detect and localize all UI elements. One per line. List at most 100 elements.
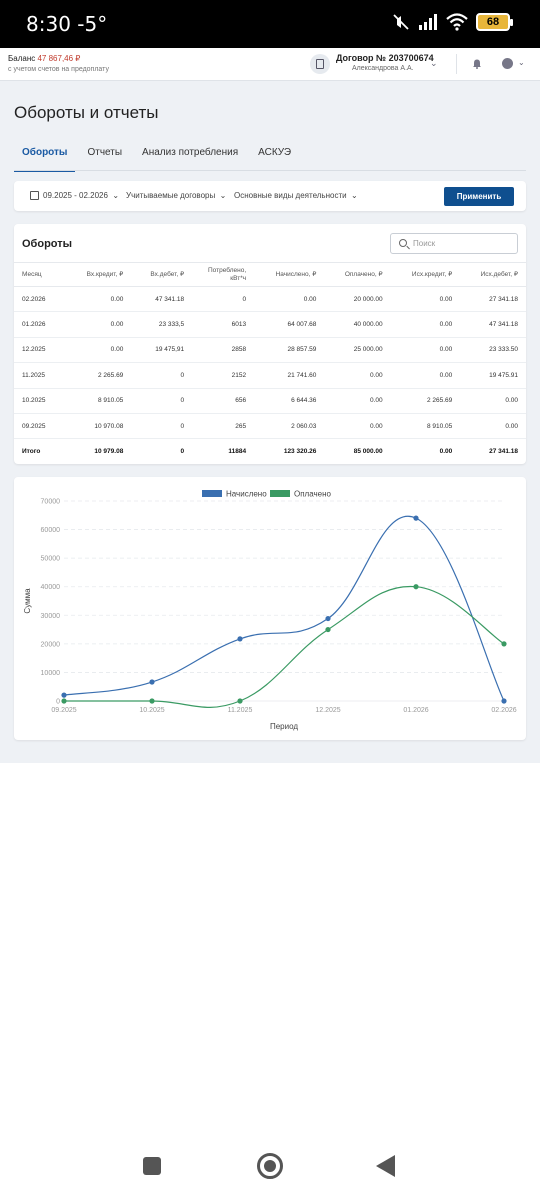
x-tick-label: 09.2025 <box>51 707 76 714</box>
calendar-icon <box>30 191 39 200</box>
page-title: Обороты и отчеты <box>14 103 159 122</box>
column-header[interactable]: Вх.дебет, ₽ <box>131 262 193 287</box>
data-point <box>325 615 331 622</box>
y-tick-label: 0 <box>56 699 60 706</box>
column-header[interactable]: Вх.кредит, ₽ <box>66 262 132 287</box>
table-cell: 0.00 <box>66 311 132 338</box>
table-cell: 0.00 <box>324 388 391 414</box>
turnover-title: Обороты <box>22 238 73 250</box>
table-cell: 47 341.18 <box>460 311 526 338</box>
table-cell: 10 979.08 <box>94 448 124 456</box>
legend-swatch <box>270 490 290 497</box>
back-icon[interactable] <box>376 1155 395 1177</box>
y-axis-label: Сумма <box>23 588 32 614</box>
table-cell: 6 644.36 <box>254 388 325 414</box>
data-point <box>149 679 155 685</box>
table-cell: 02.2026 <box>14 286 67 313</box>
column-header[interactable]: Начислено, ₽ <box>254 262 325 287</box>
table-cell: 0.00 <box>324 413 391 440</box>
home-icon[interactable] <box>257 1153 283 1179</box>
column-header[interactable]: Оплачено, ₽ <box>324 262 391 287</box>
y-tick-label: 70000 <box>41 499 61 506</box>
column-header[interactable]: Исх.кредит, ₽ <box>390 262 461 287</box>
activities-select[interactable]: Основные виды деятельности ⌄ <box>234 191 358 200</box>
bell-icon[interactable] <box>472 58 482 69</box>
table-cell: 23 333.50 <box>460 337 526 364</box>
contract-number[interactable]: Договор № 203700674 <box>336 53 434 63</box>
column-header[interactable]: Исх.дебет, ₽ <box>460 262 526 287</box>
data-point <box>237 636 243 642</box>
table-cell: 0 <box>192 286 255 313</box>
recents-icon[interactable] <box>143 1157 161 1175</box>
table-cell: 0.00 <box>460 388 526 414</box>
column-header[interactable]: Потреблено, кВт*ч <box>192 262 255 287</box>
data-point <box>501 698 507 704</box>
data-point <box>61 698 67 704</box>
table-cell: 28 857.59 <box>254 337 325 364</box>
table-cell: 8 910.05 <box>390 413 461 440</box>
table-cell: 0.00 <box>66 286 132 313</box>
contracts-select[interactable]: Учитываемые договоры ⌄ <box>126 191 227 200</box>
tab-reports[interactable]: Отчеты <box>87 147 123 158</box>
status-bar: 8:30 -5° 68 <box>0 0 540 48</box>
table-cell: 20 000.00 <box>324 286 391 313</box>
period-select[interactable]: 09.2025 - 02.2026 ⌄ <box>43 191 120 200</box>
table-cell: 0.00 <box>460 413 526 440</box>
user-avatar-icon[interactable] <box>502 58 513 69</box>
balance-amount: 47 867,46 ₽ <box>37 54 81 63</box>
navigation-bar <box>0 1130 540 1200</box>
x-tick-label: 11.2025 <box>228 707 253 714</box>
contract-holder: Александрова А.А. <box>352 65 414 72</box>
column-header[interactable]: Месяц <box>14 262 67 287</box>
table-cell: 0.00 <box>390 286 461 313</box>
legend-label: Оплачено <box>294 490 332 499</box>
balance-note: с учетом счетов на предоплату <box>8 66 109 73</box>
table-cell: 0.00 <box>390 337 461 364</box>
data-point <box>501 641 507 647</box>
table-cell: 25 000.00 <box>324 337 391 364</box>
app-header: Баланс 47 867,46 ₽ с учетом счетов на пр… <box>0 48 540 81</box>
tab-consumption-analysis[interactable]: Анализ потребления <box>142 147 239 158</box>
battery-icon: 68 <box>476 13 513 31</box>
search-input[interactable] <box>413 237 511 250</box>
page-content: Обороты и отчеты Обороты Отчеты Анализ п… <box>0 81 540 763</box>
table-cell: 47 341.18 <box>131 286 193 313</box>
table-cell: Итого <box>22 448 41 456</box>
table-row: 10.2025 8 910.05 0 656 6 644.36 0.00 2 2… <box>14 388 526 414</box>
contract-icon[interactable] <box>310 54 330 74</box>
chevron-down-icon[interactable]: ⌄ <box>430 58 438 68</box>
table-cell: 0.00 <box>390 362 461 389</box>
tab-turnover[interactable]: Обороты <box>14 147 76 172</box>
table-cell: 123 320.26 <box>283 448 317 456</box>
y-tick-label: 50000 <box>41 556 61 563</box>
table-cell: 0 <box>131 413 193 440</box>
turnover-table: Месяц Вх.кредит, ₽ Вх.дебет, ₽ Потреблен… <box>14 262 526 464</box>
table-cell: 0.00 <box>254 286 325 313</box>
search-box[interactable] <box>390 233 518 254</box>
table-cell: 11884 <box>228 448 247 456</box>
y-tick-label: 60000 <box>41 527 61 534</box>
x-tick-label: 12.2025 <box>315 707 340 714</box>
tabs-divider <box>14 170 526 171</box>
table-cell: 0.00 <box>66 337 132 364</box>
turnover-chart: 0 10000 20000 30000 40000 50000 60000 70000 09.2… <box>23 490 517 732</box>
y-tick-label: 20000 <box>41 641 61 648</box>
legend-swatch <box>202 490 222 497</box>
table-cell: 21 741.60 <box>254 362 325 389</box>
table-cell: 2 265.69 <box>390 388 461 414</box>
table-cell: 2858 <box>192 337 255 364</box>
status-time: 8:30 -5° <box>26 12 108 36</box>
series-line <box>63 515 505 702</box>
table-total-row: Итого 10 979.08 0 11884 123 320.26 85 00… <box>14 439 526 464</box>
wifi-icon <box>446 13 468 31</box>
table-cell: 85 000.00 <box>353 448 383 456</box>
apply-button[interactable]: Применить <box>444 187 514 206</box>
search-icon <box>399 239 407 247</box>
chevron-down-icon[interactable]: ⌄ <box>518 58 525 67</box>
x-axis-label: Период <box>270 722 298 731</box>
table-cell: 64 007.68 <box>254 311 325 338</box>
table-cell: 2 265.69 <box>66 362 132 389</box>
status-icons: 68 <box>392 13 513 31</box>
tab-askue[interactable]: АСКУЭ <box>258 147 292 158</box>
table-cell: 12.2025 <box>14 337 67 364</box>
